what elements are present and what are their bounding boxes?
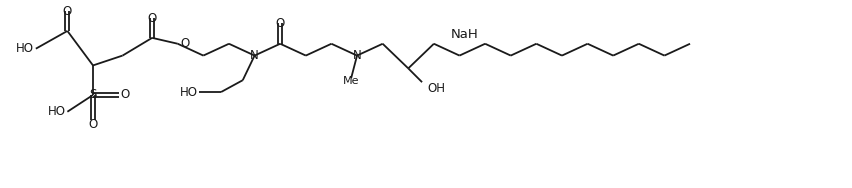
Text: Me: Me: [343, 76, 359, 86]
Text: O: O: [120, 89, 130, 102]
Text: N: N: [250, 49, 259, 62]
Text: O: O: [275, 17, 285, 30]
Text: NaH: NaH: [450, 28, 478, 41]
Text: S: S: [89, 89, 96, 102]
Text: O: O: [89, 118, 97, 131]
Text: OH: OH: [427, 82, 445, 95]
Text: HO: HO: [16, 42, 34, 55]
Text: HO: HO: [48, 105, 66, 118]
Text: HO: HO: [179, 86, 197, 99]
Text: O: O: [147, 12, 157, 25]
Text: O: O: [181, 37, 190, 50]
Text: O: O: [63, 5, 72, 18]
Text: N: N: [352, 49, 361, 62]
